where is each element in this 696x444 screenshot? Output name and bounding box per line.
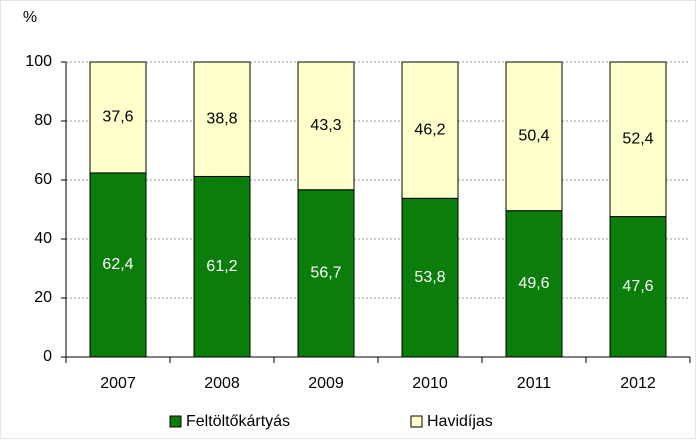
bar-segment <box>401 61 459 199</box>
data-label: 52,4 <box>622 131 653 148</box>
legend-label: Feltöltőkártyás <box>186 413 290 430</box>
legend-swatch <box>410 415 423 428</box>
bar-segment <box>89 61 147 174</box>
bar-segment <box>89 172 147 358</box>
x-tick-label: 2007 <box>100 375 136 392</box>
data-label: 49,6 <box>518 275 549 292</box>
data-label: 62,4 <box>102 256 133 273</box>
x-tick-label: 2010 <box>412 375 448 392</box>
data-label: 56,7 <box>310 265 341 282</box>
y-tick-label: 20 <box>34 289 52 306</box>
data-label: 53,8 <box>414 269 445 286</box>
y-tick-label: 80 <box>34 112 52 129</box>
data-label: 50,4 <box>518 128 549 145</box>
data-label: 47,6 <box>622 278 653 295</box>
bar-segment <box>505 210 563 358</box>
legend-label: Havidíjas <box>427 413 493 430</box>
data-label: 43,3 <box>310 117 341 134</box>
y-tick-label: 100 <box>25 53 52 70</box>
y-tick-label: 40 <box>34 230 52 247</box>
data-label: 38,8 <box>206 110 237 127</box>
bar-segment <box>401 197 459 358</box>
y-tick-label: 60 <box>34 171 52 188</box>
data-label: 61,2 <box>206 258 237 275</box>
y-axis-label: % <box>23 9 37 26</box>
bar-segment <box>609 216 667 358</box>
x-tick-label: 2011 <box>517 375 552 392</box>
x-tick-label: 2008 <box>204 375 240 392</box>
bar-segment <box>193 61 251 177</box>
y-tick-label: 0 <box>43 348 52 365</box>
bar-segment <box>297 61 355 191</box>
x-tick-label: 2009 <box>308 375 344 392</box>
bar-segment <box>193 175 251 358</box>
x-tick-label: 2012 <box>620 375 656 392</box>
bar-segment <box>505 61 563 212</box>
legend-swatch <box>169 415 182 428</box>
data-label: 46,2 <box>414 121 445 138</box>
data-label: 37,6 <box>102 109 133 126</box>
bar-segment <box>609 61 667 218</box>
